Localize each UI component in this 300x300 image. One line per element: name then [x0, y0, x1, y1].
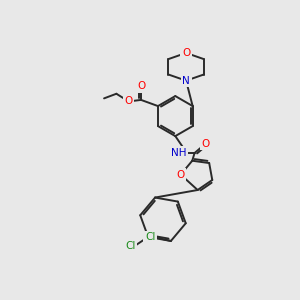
Text: NH: NH: [171, 148, 187, 158]
Text: N: N: [182, 76, 190, 86]
Text: O: O: [182, 48, 190, 58]
Text: O: O: [201, 139, 209, 149]
Text: O: O: [177, 169, 185, 180]
Text: Cl: Cl: [145, 232, 155, 242]
Text: Cl: Cl: [125, 241, 136, 251]
Text: O: O: [124, 96, 133, 106]
Text: O: O: [137, 81, 145, 91]
